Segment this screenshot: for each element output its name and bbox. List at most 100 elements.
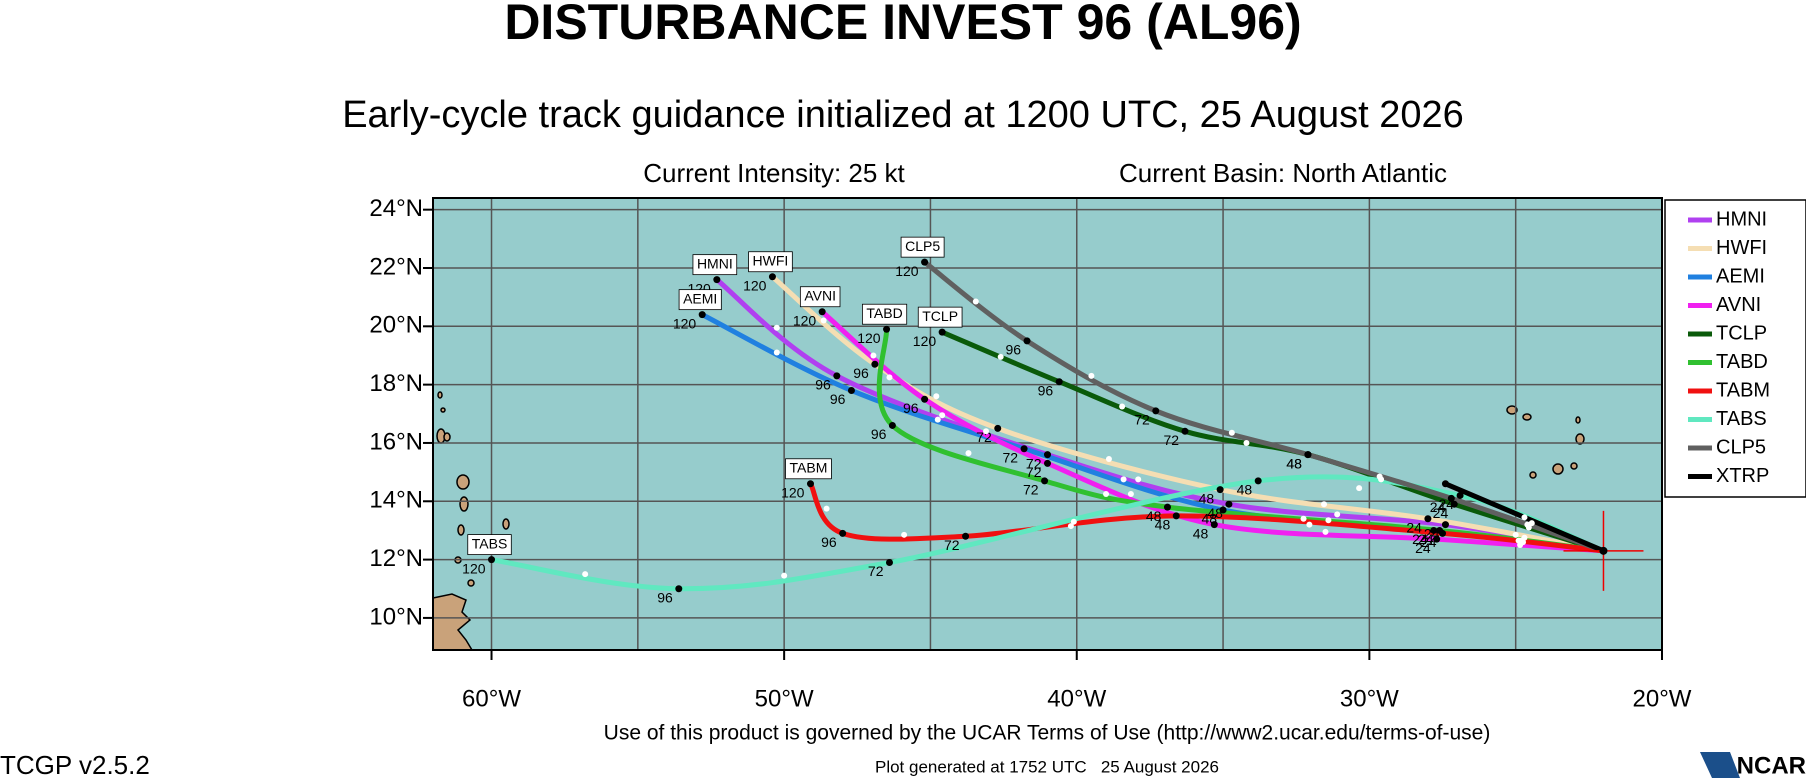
basin: Current Basin: North Atlantic <box>1119 158 1447 188</box>
axes: 60°W 50°W 40°W 30°W 20°W 10°N 12°N 14°N 16°N 18°N… <box>369 195 1691 712</box>
track-point <box>698 311 706 319</box>
track-point <box>1172 512 1180 520</box>
model-tag-box <box>900 236 945 258</box>
track-point <box>833 372 841 380</box>
track-point <box>1447 494 1455 502</box>
dot-12h <box>1512 531 1519 538</box>
track-point <box>806 480 814 488</box>
version: TCGP v2.5.2 <box>0 750 150 780</box>
track-point <box>1456 491 1464 499</box>
hour-label: 72 <box>1163 432 1179 448</box>
track-point <box>938 328 946 336</box>
x-tick-label: 20°W <box>1633 685 1692 712</box>
hour-label: 72 <box>1026 455 1042 471</box>
dot-12h <box>1067 523 1074 530</box>
generated: Plot generated at 1752 UTC 25 August 202… <box>875 757 1219 776</box>
track-point <box>768 273 776 281</box>
dot-12h <box>983 428 990 435</box>
dot-12h <box>1520 539 1527 546</box>
y-tick-label: 12°N <box>369 545 423 572</box>
dot-12h <box>781 572 788 579</box>
hour-label: 24 <box>1433 505 1449 521</box>
island <box>1522 413 1532 421</box>
subtitle: Early-cycle track guidance initialized a… <box>342 94 1464 136</box>
track-point <box>1441 480 1449 488</box>
track-point <box>1044 459 1051 467</box>
track-point <box>1210 521 1218 529</box>
track-line <box>714 277 1606 554</box>
hour-label: 48 <box>1286 455 1302 471</box>
dot-12h <box>939 412 946 419</box>
hour-label: 72 <box>1023 482 1039 498</box>
hour-label: 72 <box>1026 464 1042 480</box>
legend-label: TABS <box>1716 408 1767 430</box>
track-line <box>939 329 1606 554</box>
y-tick-label: 22°N <box>369 253 423 280</box>
model-tag: TABM <box>790 459 828 475</box>
track-point <box>839 529 847 537</box>
intensity: Current Intensity: 25 kt <box>643 158 905 188</box>
track-point <box>1433 535 1441 543</box>
hour-label: 72 <box>944 537 960 553</box>
legend-label: TCLP <box>1716 322 1767 344</box>
dot-12h <box>1127 490 1134 497</box>
model-tag: TABS <box>472 535 508 551</box>
hour-label: 120 <box>793 312 817 328</box>
island <box>1570 462 1578 470</box>
dot-12h <box>1119 403 1126 410</box>
map-frame <box>432 197 1663 651</box>
hour-label: 48 <box>1155 517 1171 533</box>
hour-label: 72 <box>1003 449 1019 465</box>
model-tag: TABD <box>866 305 902 321</box>
model-tag-box <box>862 303 908 325</box>
track-point <box>1430 526 1438 534</box>
legend-label: CLP5 <box>1716 436 1766 458</box>
track-point <box>1020 445 1028 453</box>
x-tick-label: 60°W <box>462 685 521 712</box>
island <box>456 474 470 490</box>
hour-label: 120 <box>913 333 937 349</box>
y-tick-label: 20°N <box>369 312 423 339</box>
hour-label: 24 <box>1412 531 1428 547</box>
dot-12h <box>1088 372 1095 379</box>
x-tick-label: 50°W <box>755 685 814 712</box>
dot-12h <box>1135 476 1142 483</box>
hour-label: 48 <box>1237 482 1253 498</box>
track-line <box>922 259 1606 554</box>
island <box>437 391 443 399</box>
model-tag: TCLP <box>922 308 958 324</box>
legend-label: HMNI <box>1716 208 1767 230</box>
island <box>457 524 465 536</box>
hour-label: 24 <box>1430 499 1446 515</box>
dot-12h <box>1321 501 1328 508</box>
island <box>1552 463 1564 475</box>
model-tag: AVNI <box>804 287 836 303</box>
island <box>443 432 451 442</box>
hour-label: 48 <box>1286 455 1302 471</box>
track-point <box>1441 521 1449 529</box>
dot-12h <box>997 353 1004 360</box>
hour-label: 24 <box>1415 540 1431 556</box>
track-point <box>713 276 721 284</box>
dot-12h <box>1524 521 1531 528</box>
dot-12h <box>1243 439 1250 446</box>
track-point <box>488 556 496 564</box>
dot-12h <box>1228 429 1235 436</box>
track-point <box>885 559 893 567</box>
legend-label: HWFI <box>1716 237 1767 259</box>
dot-12h <box>773 324 780 331</box>
model-tag: HWFI <box>753 252 789 268</box>
terms: Use of this product is governed by the U… <box>604 722 1491 745</box>
hour-label: 96 <box>830 391 846 407</box>
track-point <box>1219 506 1227 514</box>
track-point <box>1055 378 1063 386</box>
y-tick-label: 14°N <box>369 487 423 514</box>
track-point <box>921 258 929 266</box>
model-tag-box <box>692 254 738 276</box>
hour-label: 72 <box>868 563 884 579</box>
island <box>502 518 510 530</box>
hour-label: 48 <box>1207 505 1223 521</box>
hour-label: 48 <box>1193 525 1209 541</box>
